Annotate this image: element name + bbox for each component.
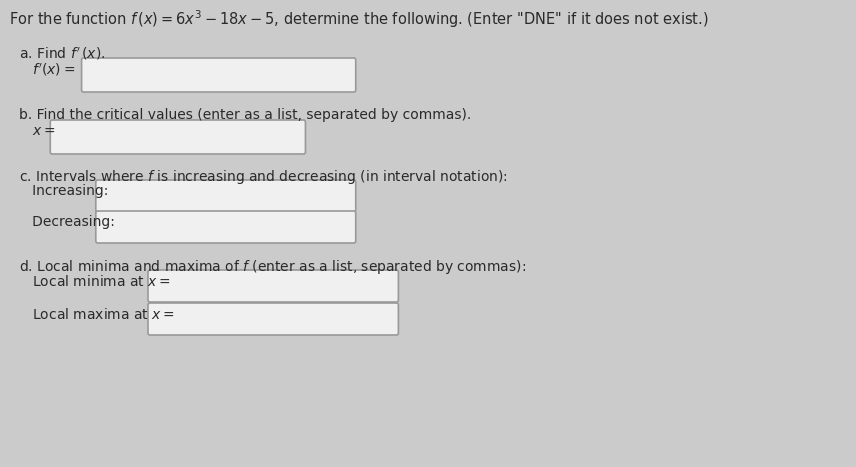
Text: For the function $f\,(x) = 6x^3 - 18x - 5$, determine the following. (Enter "DNE: For the function $f\,(x) = 6x^3 - 18x - … — [9, 8, 709, 30]
Text: a. Find $f'\,(x)$.: a. Find $f'\,(x)$. — [19, 46, 105, 62]
Text: b. Find the critical values (enter as a list, separated by commas).: b. Find the critical values (enter as a … — [19, 108, 471, 122]
FancyBboxPatch shape — [148, 303, 398, 335]
FancyBboxPatch shape — [81, 58, 356, 92]
Text: Local minima at $x =$: Local minima at $x =$ — [19, 274, 170, 289]
Text: Local maxima at $x =$: Local maxima at $x =$ — [19, 307, 175, 322]
FancyBboxPatch shape — [96, 180, 356, 212]
Text: c. Intervals where $f$ is increasing and decreasing (in interval notation):: c. Intervals where $f$ is increasing and… — [19, 168, 508, 186]
FancyBboxPatch shape — [51, 120, 306, 154]
Text: Decreasing:: Decreasing: — [19, 215, 115, 229]
Text: Increasing:: Increasing: — [19, 184, 109, 198]
Text: $x =$: $x =$ — [19, 124, 56, 138]
Text: $f'(x) =$: $f'(x) =$ — [19, 62, 75, 78]
FancyBboxPatch shape — [96, 211, 356, 243]
Text: d. Local minima and maxima of $f$ (enter as a list, separated by commas):: d. Local minima and maxima of $f$ (enter… — [19, 258, 526, 276]
FancyBboxPatch shape — [148, 270, 398, 302]
